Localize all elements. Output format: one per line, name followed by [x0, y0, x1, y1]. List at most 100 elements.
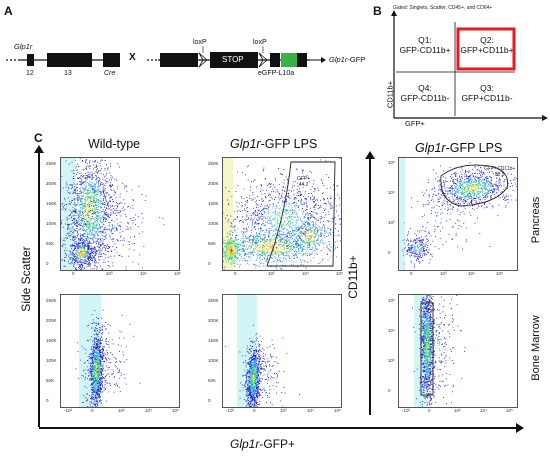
gfp-tick: 10³ [106, 271, 113, 276]
gate-label-gfp-cd11b: GFP+CD11b+ 90.3 [484, 166, 516, 178]
quadrant-q2: Q2: GFP+CD11b+ [460, 35, 514, 55]
gfp-tick: -10³ [402, 408, 411, 413]
cd11b-tick: 10⁴ [388, 190, 395, 195]
gfp-tick: 10⁴ [480, 408, 487, 413]
col-title-glp1r-lps-2: Glp1r-GFP LPS [415, 141, 503, 155]
gfp-arrow-icon [516, 423, 524, 433]
stop-label: STOP [222, 55, 244, 64]
gfp-tick: 10³ [268, 271, 275, 276]
y-arrow-icon [391, 10, 397, 16]
gfp-tick: 10³ [280, 408, 287, 413]
loxp-label-1: loxP [193, 39, 207, 46]
quadrant-q1: Q1: GFP-CD11b+ [399, 35, 451, 55]
ssc-tick: 50K [46, 241, 55, 246]
gfp-tick: -10³ [226, 408, 235, 413]
panel-label-c: C [34, 131, 43, 145]
exon-12-label: 12 [26, 70, 34, 77]
glp1r-gene-label: Glp1r [14, 42, 33, 51]
gfp-tick: 10⁵ [506, 408, 513, 413]
gfp-axis-label: Glp1r-GFP+ [230, 437, 296, 451]
ssc-tick: 50K [46, 378, 55, 383]
col-title-glp1r-lps-1: Glp1r-GFP LPS [230, 137, 318, 151]
gfp-tick: 0 [91, 408, 94, 413]
gfp-tick: 10⁵ [172, 408, 179, 413]
gfp-tick: 10³ [454, 408, 461, 413]
q2-highlight-box [456, 27, 516, 71]
side-scatter-axis-label: Side Scatter [19, 246, 33, 312]
ssc-tick: 250K [208, 161, 219, 166]
plot-wildtype-bone-marrow [60, 294, 180, 408]
ssc-tick: 50K [208, 378, 217, 383]
exon-13-label: 13 [64, 70, 72, 77]
plot-lps-bone-marrow [222, 294, 342, 408]
quadrant-diagram [391, 10, 548, 121]
ssc-tick: 0 [208, 261, 211, 266]
ssc-tick: 0 [208, 398, 211, 403]
plot-cd11b-bone-marrow [398, 294, 518, 408]
plot-wildtype-pancreas [60, 157, 180, 271]
cross-symbol: X [129, 52, 136, 63]
x-arrow-icon [542, 115, 548, 121]
gfp-tick: 10³ [118, 408, 125, 413]
loxp-triangle-1 [198, 52, 208, 68]
gfp-tick: 0 [428, 408, 431, 413]
cd11b-arrow-icon [365, 151, 375, 159]
cd11b-tick: 0 [388, 388, 391, 393]
exon-13-block [47, 53, 92, 67]
ssc-tick: 200K [46, 318, 57, 323]
quadrant-q3: Q3: GFP+CD11b- [461, 83, 513, 103]
ssc-tick: 0 [46, 398, 49, 403]
ssc-tick: 200K [46, 181, 57, 186]
gate-label-gfp: GFP+ 44.2 [297, 176, 311, 188]
ssc-tick: 100K [46, 358, 57, 363]
col-title-wildtype: Wild-type [88, 137, 141, 151]
ssc-tick: 150K [46, 338, 57, 343]
result-gene-label: Glp1r-GFP [329, 55, 366, 64]
main-axes [34, 145, 524, 433]
ssc-tick: 250K [46, 161, 57, 166]
gfp-tick: 10⁴ [302, 271, 309, 276]
side-scatter-arrow-icon [34, 145, 44, 153]
ssc-tick: 250K [208, 298, 219, 303]
ssc-tick: 0 [46, 261, 49, 266]
egfp-label: eGFP-L10a [258, 70, 295, 77]
gene-construct-diagram [6, 46, 326, 68]
gfp-tick: 0 [234, 271, 237, 276]
ssc-tick: 100K [46, 221, 57, 226]
gate-polygon-gfp-cd11b [440, 164, 509, 207]
ssc-tick: 100K [208, 221, 219, 226]
ssc-tick: 200K [208, 318, 219, 323]
gfp-tick: 10⁵ [496, 271, 503, 276]
exon-12-block [27, 54, 34, 66]
gating-header: Gated: Singlets, Scatter, CD45+, and CD6… [393, 5, 493, 11]
cd11b-tick: 10³ [388, 220, 395, 225]
gfp-tick: 10⁵ [336, 271, 343, 276]
quadrant-x-axis-label: GFP+ [405, 119, 425, 128]
ssc-tick: 50K [208, 241, 217, 246]
panel-label-a: A [4, 4, 13, 18]
gate-rect-bone-marrow [420, 302, 434, 396]
gfp-tick: 10⁴ [468, 271, 475, 276]
cd11b-tick: 10⁴ [388, 328, 395, 333]
panel-label-b: B [373, 4, 382, 18]
gfp-tick: 0 [72, 271, 75, 276]
ssc-tick: 150K [46, 201, 57, 206]
cd11b-axis-label: CD11b+ [346, 255, 360, 299]
cd11b-tick: 0 [388, 250, 391, 255]
row-label-bone-marrow: Bone Marrow [530, 315, 542, 381]
quadrant-q4: Q4: GFP-CD11b- [400, 83, 450, 103]
cre-label: Cre [104, 70, 116, 77]
cd11b-tick: 10⁵ [388, 298, 395, 303]
cd11b-tick: 10⁵ [388, 160, 395, 165]
loxp-label-2: loxP [253, 39, 267, 46]
gfp-tick: 0 [253, 408, 256, 413]
gfp-tick: 0 [410, 271, 413, 276]
cd11b-tick: 10³ [388, 358, 395, 363]
ssc-tick: 150K [208, 201, 219, 206]
ssc-tick: 200K [208, 181, 219, 186]
arrow-icon [321, 57, 326, 63]
egfp-block [281, 53, 297, 67]
row-label-pancreas: Pancreas [530, 196, 542, 244]
gfp-tick: 10⁵ [334, 408, 341, 413]
ssc-tick: 100K [208, 358, 219, 363]
